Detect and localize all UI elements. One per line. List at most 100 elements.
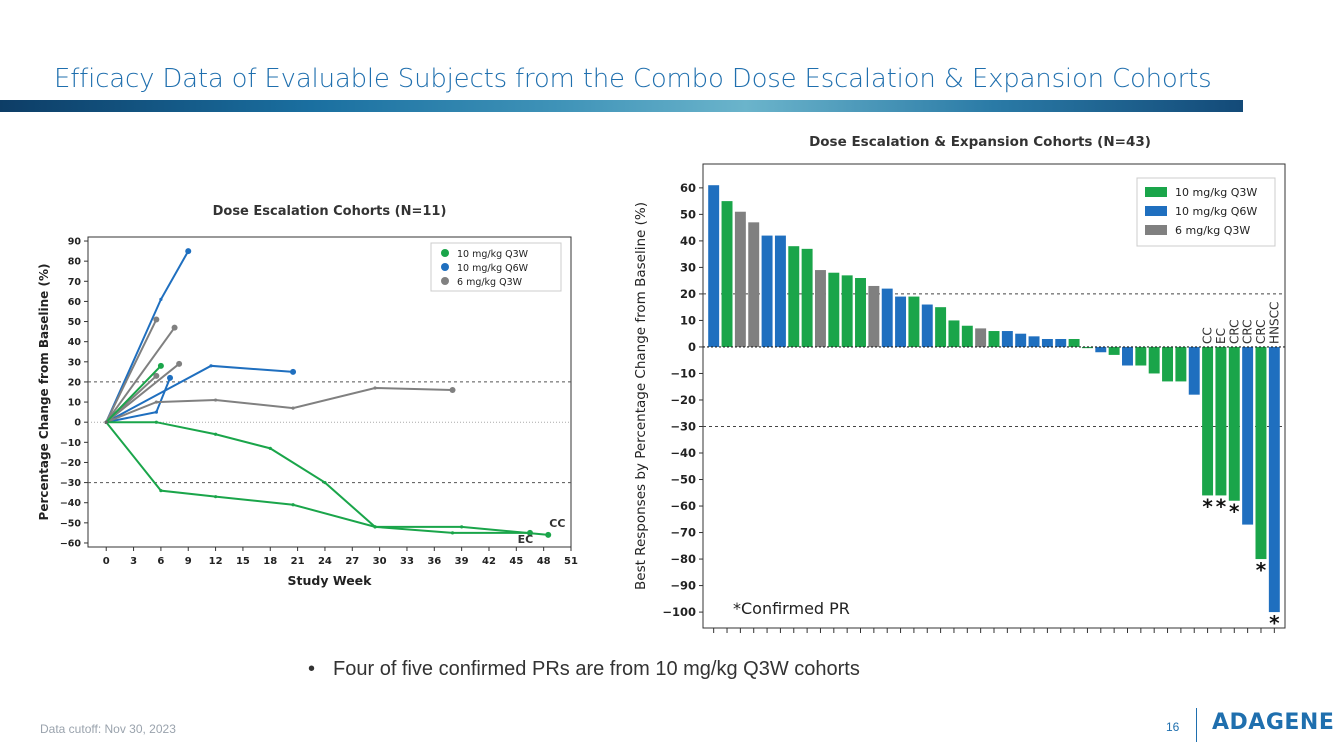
- series-line: [105, 386, 453, 424]
- y-tick-label: 60: [68, 297, 82, 308]
- x-tick-label: 18: [263, 556, 277, 567]
- waterfall-bar-chart: Dose Escalation & Expansion Cohorts (N=4…: [633, 134, 1286, 635]
- bar-label: CRC: [1227, 319, 1241, 344]
- data-point: [209, 364, 213, 368]
- legend-swatch: [1145, 187, 1167, 197]
- y-tick-label: −10: [60, 438, 82, 449]
- waterfall-bar: [1108, 346, 1120, 355]
- waterfall-bar: [1028, 336, 1040, 347]
- legend-marker: [441, 277, 449, 285]
- y-tick-label: 0: [688, 340, 696, 354]
- waterfall-bar: [948, 320, 960, 347]
- y-tick-label: 50: [68, 317, 82, 328]
- waterfall-bar: [1228, 346, 1240, 501]
- series-line: [105, 365, 162, 423]
- x-tick-label: 21: [291, 556, 305, 567]
- series-line: [105, 326, 176, 423]
- data-point: [373, 525, 377, 529]
- data-point: [185, 248, 192, 255]
- x-tick-label: 30: [373, 556, 387, 567]
- waterfall-bar: [748, 222, 760, 347]
- y-tick-label: 20: [68, 377, 82, 388]
- waterfall-bar: [1122, 346, 1133, 366]
- x-tick-label: 12: [209, 556, 223, 567]
- data-point: [323, 480, 327, 485]
- y-tick-label: 90: [68, 237, 82, 248]
- waterfall-bar: [1001, 331, 1013, 347]
- y-tick-label: 60: [680, 181, 696, 195]
- waterfall-bar: [1148, 346, 1160, 374]
- data-point: [154, 410, 158, 414]
- confirmed-pr-star: *: [1216, 494, 1227, 518]
- series-line: [105, 421, 549, 536]
- waterfall-bar: [1081, 346, 1093, 349]
- bar-label: CRC: [1254, 319, 1268, 344]
- waterfall-bar: [855, 278, 866, 347]
- data-point: [291, 406, 295, 410]
- line-legend-box: [430, 242, 562, 292]
- waterfall-bar: [761, 235, 773, 347]
- data-point: [213, 432, 218, 436]
- line-chart-title: Dose Escalation Cohorts (N=11): [213, 204, 447, 219]
- y-tick-label: −20: [670, 393, 696, 407]
- waterfall-bar: [895, 296, 907, 347]
- series-line: [106, 421, 530, 534]
- data-point: [176, 360, 183, 367]
- dose-escalation-line-chart: Dose Escalation Cohorts (N=11)0 3 6 9 12 15 18…: [37, 204, 578, 588]
- waterfall-bar: [1068, 338, 1080, 347]
- data-point: [545, 531, 552, 538]
- bullet-dot: •: [308, 658, 316, 680]
- waterfall-bar: [1255, 346, 1267, 560]
- bar-label: EC: [1214, 328, 1228, 344]
- data-point: [154, 420, 158, 424]
- data-point: [154, 400, 158, 404]
- waterfall-bar: [868, 285, 880, 347]
- y-tick-label: −60: [60, 538, 82, 549]
- legend-swatch: [1145, 206, 1167, 216]
- waterfall-bar: [734, 211, 746, 347]
- confirmed-pr-star: *: [1256, 558, 1267, 582]
- legend-marker: [441, 263, 449, 271]
- waterfall-bar: [1162, 346, 1174, 382]
- data-point: [373, 386, 377, 390]
- x-tick-label: 15: [236, 556, 250, 567]
- confirmed-pr-star: *: [1269, 611, 1280, 635]
- waterfall-bar: [1175, 346, 1187, 382]
- data-point: [213, 495, 218, 499]
- legend-label: 10 mg/kg Q6W: [1175, 205, 1257, 218]
- x-axis-label: Study Week: [288, 573, 373, 588]
- waterfall-bar: [1268, 346, 1280, 613]
- data-point: [290, 368, 297, 375]
- y-tick-label: −100: [662, 605, 696, 619]
- data-point: [167, 374, 174, 381]
- legend-swatch: [1145, 225, 1167, 235]
- point-annotation: EC: [518, 533, 534, 546]
- waterfall-bar: [1041, 338, 1053, 347]
- y-tick-label: −80: [670, 552, 696, 566]
- x-tick-label: 9: [185, 556, 192, 567]
- y-tick-label: −20: [60, 458, 82, 469]
- waterfall-bar: [908, 296, 920, 347]
- legend-label: 10 mg/kg Q6W: [457, 263, 529, 274]
- y-tick-label: 0: [74, 418, 81, 429]
- x-tick-label: 51: [564, 556, 578, 567]
- waterfall-bar: [1188, 346, 1200, 395]
- waterfall-bar: [1215, 346, 1227, 496]
- data-point: [213, 398, 218, 402]
- legend-label: 10 mg/kg Q3W: [1175, 186, 1257, 199]
- slide-title: Efficacy Data of Evaluable Subjects from…: [54, 64, 1212, 94]
- waterfall-bar: [801, 248, 813, 347]
- waterfall-bar: [1015, 333, 1027, 347]
- waterfall-bar: [708, 185, 720, 347]
- legend-label: 6 mg/kg Q3W: [1175, 224, 1250, 237]
- legend-marker: [441, 249, 449, 257]
- bar-chart-title: Dose Escalation & Expansion Cohorts (N=4…: [809, 134, 1151, 150]
- bar-label: CC: [1201, 327, 1215, 344]
- y-tick-label: −30: [60, 478, 82, 489]
- x-tick-label: 45: [509, 556, 523, 567]
- data-point: [268, 446, 272, 450]
- waterfall-bar: [961, 325, 973, 347]
- y-tick-label: 50: [680, 207, 696, 221]
- y-tick-label: −70: [670, 526, 696, 540]
- y-tick-label: −40: [670, 446, 696, 460]
